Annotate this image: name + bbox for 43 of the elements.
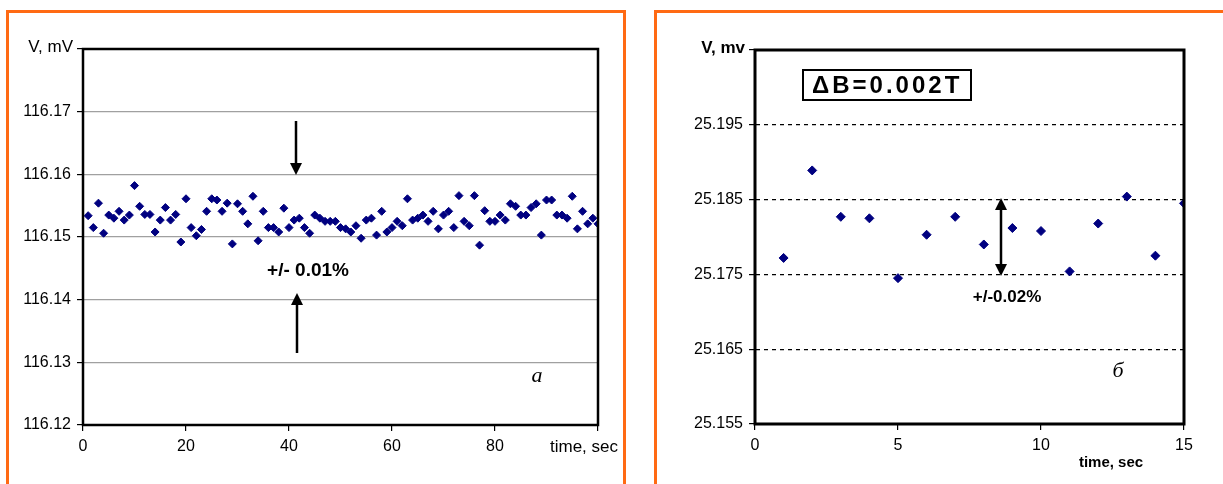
y-tick-label: 116.16 [23, 164, 72, 182]
y-tick-label: 25.195 [694, 115, 744, 133]
y-tick-label: 25.175 [694, 264, 744, 282]
y-axis-title: V, mV [28, 36, 74, 56]
point [893, 273, 903, 284]
point [778, 252, 789, 263]
x-tick-label: 5 [893, 436, 903, 454]
point [1064, 266, 1075, 277]
point [1093, 218, 1104, 229]
x-axis-title: time, sec [549, 436, 619, 456]
x-tick-label: 20 [177, 437, 195, 455]
annotation: б [1112, 356, 1125, 382]
point [835, 211, 846, 222]
annotation: +/-0.02% [972, 286, 1042, 306]
point [864, 213, 875, 224]
x-axis-title: time, sec [1078, 453, 1144, 471]
x-tick-label: 0 [750, 436, 760, 454]
y-tick-label: 116.13 [23, 352, 72, 370]
y-tick-label: 25.165 [694, 339, 744, 357]
annotation: +/- 0.01% [267, 259, 350, 281]
annotation: a [531, 361, 543, 387]
x-tick-label: 10 [1032, 436, 1050, 454]
y-tick-label: 116.15 [23, 227, 72, 245]
x-tick-label: 15 [1175, 436, 1193, 454]
annotation: ΔB=0.002T [802, 69, 973, 101]
x-tick-label: 80 [486, 437, 504, 455]
y-tick-label: 25.185 [694, 190, 744, 208]
x-tick-label: 40 [280, 437, 298, 455]
x-tick-label: 60 [383, 437, 401, 455]
point [1007, 223, 1018, 234]
y-tick-label: 116.12 [23, 415, 72, 433]
y-tick-label: 116.14 [23, 290, 72, 308]
point [1121, 191, 1132, 202]
y-tick-label: 25.155 [694, 414, 744, 432]
point [1150, 250, 1161, 261]
point [1036, 226, 1046, 237]
point [807, 165, 818, 176]
x-tick-label: 0 [78, 437, 88, 455]
y-tick-label: 116.17 [23, 102, 72, 120]
point [950, 211, 961, 222]
point [978, 239, 989, 250]
y-axis-title: V, mv [701, 37, 746, 57]
point [921, 229, 932, 240]
